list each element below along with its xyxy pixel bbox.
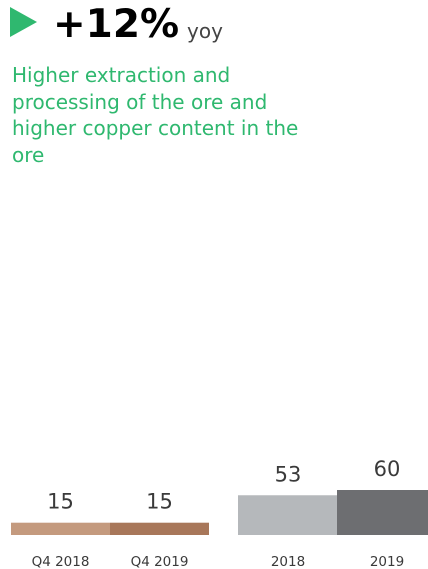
value-label-2019: 60 <box>374 457 401 481</box>
value-label-2018: 53 <box>275 462 302 486</box>
play-triangle-icon <box>10 7 37 37</box>
bar-q4-2018 <box>11 522 110 535</box>
headline-value: +12% <box>53 2 180 47</box>
value-label-q4-2019: 15 <box>146 490 173 514</box>
category-label-2018: 2018 <box>271 554 305 569</box>
headline-unit: yoy <box>187 19 223 43</box>
headline: +12% yoy <box>10 0 223 44</box>
bar-2018 <box>238 495 338 535</box>
description: Higher extraction and processing of the … <box>12 63 299 167</box>
bar-2019 <box>337 490 428 535</box>
bar-q4-2019 <box>110 522 209 535</box>
category-label-q4-2018: Q4 2018 <box>32 554 90 569</box>
category-label-q4-2019: Q4 2019 <box>131 554 189 569</box>
value-label-q4-2018: 15 <box>47 490 74 514</box>
category-label-2019: 2019 <box>370 554 404 569</box>
